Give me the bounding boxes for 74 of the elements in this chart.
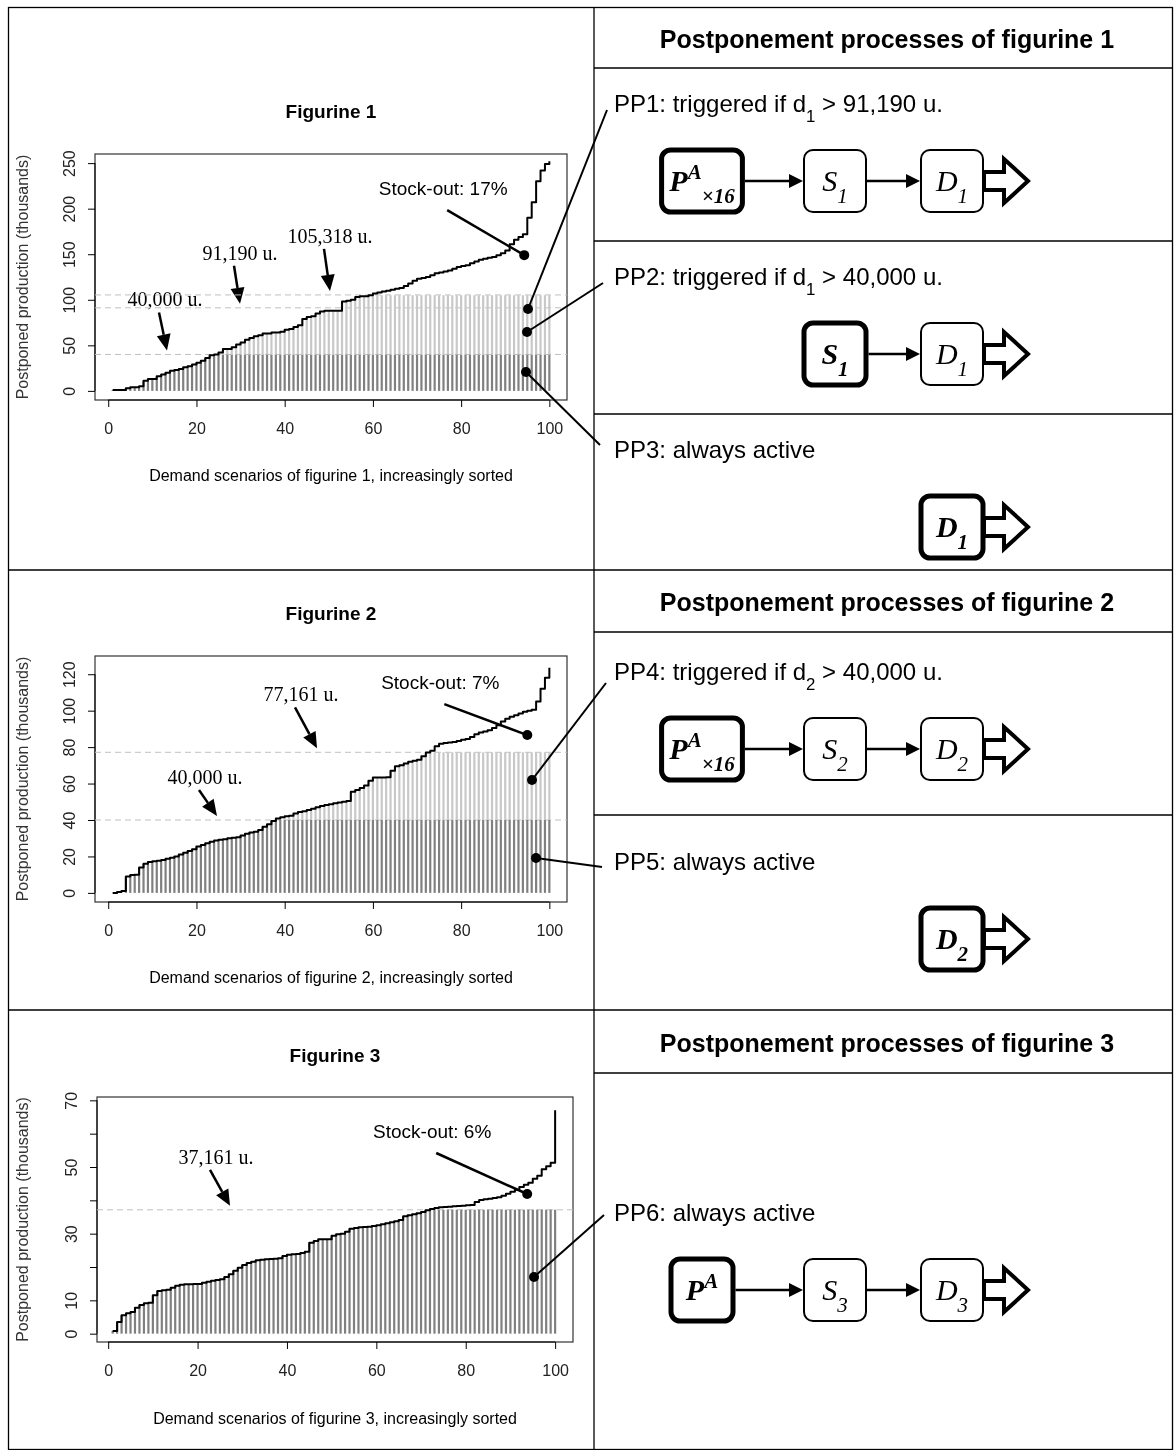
x-tick-label: 60 <box>367 1362 386 1379</box>
y-tick-label: 120 <box>61 661 78 689</box>
y-tick-label: 250 <box>61 150 78 177</box>
y-tick-label: 70 <box>63 1091 80 1110</box>
y-tick-label: 30 <box>63 1225 80 1244</box>
y-tick-label: 150 <box>61 241 78 269</box>
text: P$^{A}$ <box>684 1269 719 1306</box>
x-tick-label: 0 <box>104 420 114 437</box>
x-tick-label: 40 <box>278 1362 297 1379</box>
text: S$_{1}$ <box>821 337 849 381</box>
y-tick-label: 0 <box>61 386 78 396</box>
y-tick-label: 40 <box>61 811 78 830</box>
text: D$_{2}$ <box>934 922 969 966</box>
text: PP3: always active <box>614 436 816 463</box>
text: PP6: always active <box>614 1199 816 1226</box>
text: PP5: always active <box>614 848 816 875</box>
y-tick-label: 80 <box>61 738 78 757</box>
x-tick-label: 40 <box>276 420 295 437</box>
ref-line-label: 91,190 u. <box>202 241 278 264</box>
text: PP2: triggered if d$_{1}$ > 40,000 u. <box>614 263 943 299</box>
annotation: Stock-out: 6% <box>373 1121 492 1142</box>
x-axis-title: Demand scenarios of figurine 1, increasingly sorted <box>149 467 513 484</box>
x-tick-label: 60 <box>364 922 383 939</box>
x-tick-label: 40 <box>276 922 295 939</box>
annotation: Stock-out: 17% <box>378 178 508 200</box>
x-tick-label: 0 <box>104 922 114 939</box>
y-tick-label: 10 <box>63 1291 80 1310</box>
annotation: Stock-out: 7% <box>381 672 500 694</box>
x-tick-label: 0 <box>104 1362 114 1379</box>
x-tick-label: 80 <box>457 1362 476 1379</box>
x-tick-label: 20 <box>188 922 206 939</box>
x-tick-label: 100 <box>542 1362 570 1379</box>
ref-line-label: 77,161 u. <box>263 683 339 706</box>
text: S$_{2}$ <box>822 732 849 776</box>
text: D$_{1}$ <box>934 164 969 208</box>
text: Postponement processes of figurine 3 <box>659 1029 1115 1057</box>
text: PP4: triggered if d$_{2}$ > 40,000 u. <box>614 658 943 694</box>
y-tick-label: 200 <box>61 195 78 223</box>
chart-title: Figurine 2 <box>285 603 377 624</box>
text: Postponement processes of figurine 2 <box>659 588 1115 616</box>
x-tick-label: 100 <box>536 922 564 939</box>
x-axis-title: Demand scenarios of figurine 2, increasingly sorted <box>149 969 513 986</box>
y-axis-title: Postponed production (thousands) <box>14 1097 31 1342</box>
x-tick-label: 100 <box>536 420 564 437</box>
y-axis-title: Postponed production (thousands) <box>14 656 31 902</box>
text: PP1: triggered if d$_{1}$ > 91,190 u. <box>614 90 943 126</box>
chart-title: Figurine 3 <box>289 1045 381 1066</box>
text: Postponement processes of figurine 1 <box>659 25 1115 53</box>
x-tick-label: 20 <box>189 1362 208 1379</box>
y-tick-label: 0 <box>63 1329 80 1339</box>
y-tick-label: 0 <box>61 888 78 898</box>
y-tick-label: 20 <box>61 847 78 866</box>
ref-line-label: 105,318 u. <box>287 224 373 247</box>
y-tick-label: 100 <box>61 697 78 725</box>
y-tick-label: 50 <box>61 336 78 355</box>
y-tick-label: 100 <box>61 286 78 314</box>
text: D$_{1}$ <box>934 510 969 554</box>
x-tick-label: 80 <box>452 420 471 437</box>
x-tick-label: 20 <box>188 420 206 437</box>
ref-line-label: 40,000 u. <box>127 288 203 311</box>
x-tick-label: 60 <box>364 420 383 437</box>
text: D$_{3}$ <box>934 1273 969 1317</box>
y-tick-label: 60 <box>61 775 78 793</box>
y-axis-title: Postponed production (thousands) <box>14 154 31 400</box>
text: S$_{3}$ <box>822 1273 848 1317</box>
text: D$_{2}$ <box>934 732 969 776</box>
text: D$_{1}$ <box>934 337 969 381</box>
ref-line-label: 37,161 u. <box>178 1145 254 1168</box>
text: S$_{1}$ <box>822 164 848 208</box>
chart-title: Figurine 1 <box>285 101 377 122</box>
y-tick-label: 50 <box>63 1158 80 1177</box>
x-axis-title: Demand scenarios of figurine 3, increasingly sorted <box>153 1410 517 1427</box>
ref-line-label: 40,000 u. <box>167 766 243 788</box>
x-tick-label: 80 <box>452 922 471 939</box>
